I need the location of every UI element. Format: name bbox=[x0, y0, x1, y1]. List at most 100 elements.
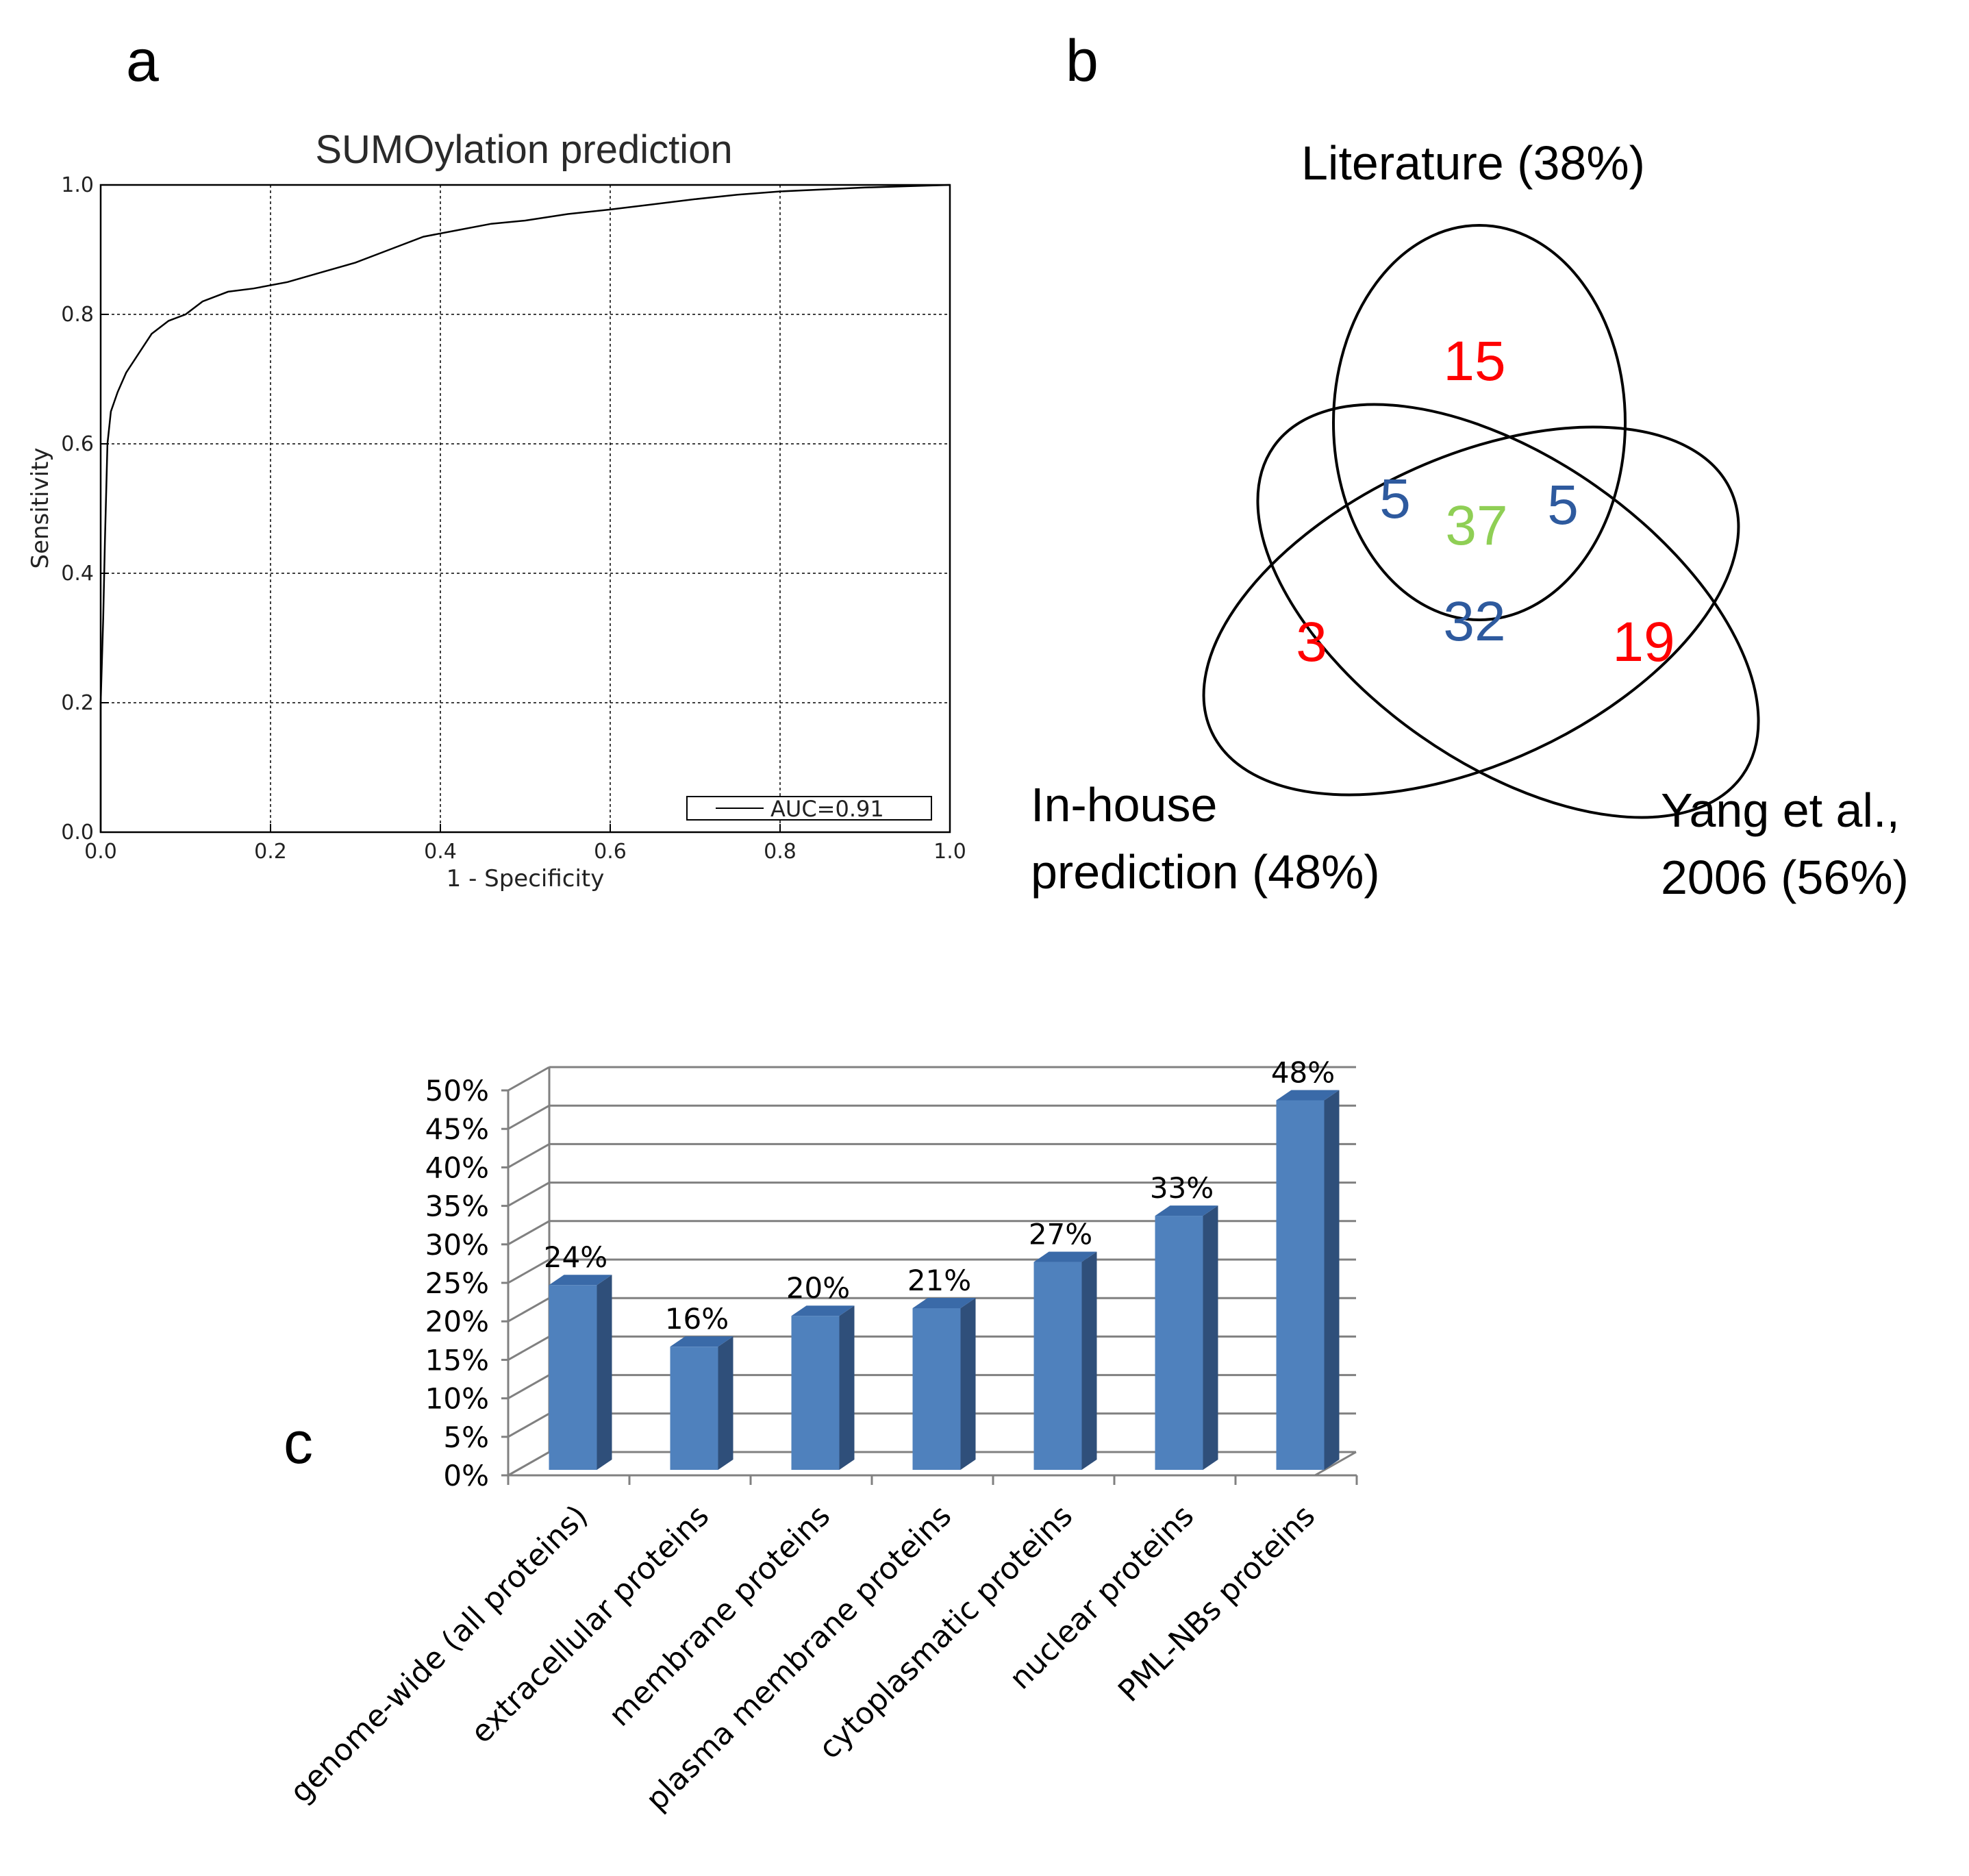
bar-category-label: PML-NBs proteins bbox=[1112, 1499, 1322, 1709]
bar-category-label: extracellular proteins bbox=[464, 1499, 716, 1751]
panel-letter-b: b bbox=[1066, 28, 1099, 94]
venn-count-literature-inhouse: 5 bbox=[1379, 468, 1411, 530]
venn-label-inhouse-line1: In-house bbox=[1031, 778, 1217, 831]
bar-top bbox=[912, 1297, 976, 1308]
roc-ylabel: Sensitivity bbox=[27, 447, 54, 568]
bar-side bbox=[597, 1275, 612, 1470]
bar-front bbox=[670, 1347, 718, 1470]
bar-gridline-diagonal bbox=[507, 1258, 550, 1284]
bar-front bbox=[549, 1285, 597, 1470]
bar-gridline-diagonal bbox=[507, 1220, 550, 1246]
venn-diagram: Literature (38%) In-house prediction (48… bbox=[1031, 136, 1909, 904]
panel-letter-c: c bbox=[284, 1410, 313, 1476]
bar-category-label: membrane proteins bbox=[602, 1499, 837, 1734]
bar-front bbox=[1276, 1100, 1325, 1470]
bar-y-tick-label: 35% bbox=[425, 1190, 489, 1223]
bar-y-tick-label: 50% bbox=[425, 1074, 489, 1108]
roc-grid bbox=[101, 185, 950, 832]
bar-y-tick-label: 25% bbox=[425, 1266, 489, 1300]
bar-chart-bars: 24% 16% 20% 21% 27% 33% 48% bbox=[544, 1055, 1340, 1470]
bar-top bbox=[670, 1336, 733, 1347]
roc-y-tick-label: 0.8 bbox=[61, 303, 94, 327]
venn-circle-literature bbox=[1332, 224, 1627, 621]
bar-y-tick-label: 10% bbox=[425, 1382, 489, 1416]
bar-side bbox=[1081, 1251, 1097, 1470]
bar-value-label: 33% bbox=[1150, 1171, 1214, 1205]
bar bbox=[1155, 1205, 1218, 1470]
bar-top bbox=[791, 1305, 855, 1316]
venn-circle-inhouse bbox=[1202, 425, 1740, 797]
bar-chart-categories: genome-wide (all proteins)extracellular … bbox=[284, 1499, 1322, 1818]
bar-gridline-diagonal bbox=[507, 1412, 550, 1438]
roc-x-tick-label: 0.0 bbox=[84, 840, 117, 864]
bar-side bbox=[839, 1305, 855, 1470]
bar bbox=[670, 1336, 733, 1470]
bar-front bbox=[1033, 1262, 1082, 1470]
venn-label-yang-line1: Yang et al., bbox=[1661, 784, 1900, 837]
bar-value-label: 48% bbox=[1271, 1055, 1335, 1089]
bar-value-label: 21% bbox=[907, 1264, 971, 1297]
bar-gridline-diagonal bbox=[507, 1336, 550, 1361]
bar-top bbox=[1155, 1205, 1218, 1216]
bar-chart: 0% 5% 10% 15% 20% 25% 30% 35% 40% 45% 50% 24% 16% 20… bbox=[284, 1055, 1358, 1818]
bar-top bbox=[1033, 1251, 1097, 1262]
venn-count-inhouse-only: 3 bbox=[1296, 611, 1327, 673]
bar-gridline-diagonal bbox=[507, 1104, 550, 1130]
bar-category-label: cytoplasmatic proteins bbox=[812, 1499, 1080, 1766]
bar bbox=[1033, 1251, 1097, 1470]
venn-count-inhouse-yang: 32 bbox=[1443, 590, 1505, 653]
bar-gridline-diagonal bbox=[507, 1181, 550, 1207]
venn-label-yang-line2: 2006 (56%) bbox=[1661, 851, 1909, 904]
venn-circle-yang bbox=[1256, 403, 1760, 819]
bar-gridline-diagonal bbox=[507, 1143, 550, 1168]
bar-side bbox=[718, 1336, 733, 1470]
roc-ticks: 0.0 0.2 0.4 0.6 0.8 1.0 0.0 0.2 0.4 0.6 0.8 1.0 bbox=[61, 173, 966, 864]
bar-side bbox=[1203, 1205, 1218, 1470]
roc-title: SUMOylation prediction bbox=[315, 127, 732, 172]
bar-front bbox=[791, 1316, 840, 1470]
bar-floor-right-edge bbox=[1314, 1451, 1357, 1477]
bar-value-label: 27% bbox=[1029, 1218, 1092, 1251]
bar-top bbox=[1276, 1090, 1340, 1101]
roc-y-tick-label: 0.4 bbox=[61, 562, 94, 586]
bar bbox=[549, 1275, 612, 1470]
bar-side bbox=[960, 1297, 976, 1470]
roc-x-tick-label: 0.4 bbox=[424, 840, 457, 864]
bar-chart-x-axis bbox=[507, 1474, 1358, 1485]
venn-count-literature-only: 15 bbox=[1443, 330, 1505, 392]
roc-x-tick-label: 0.6 bbox=[594, 840, 627, 864]
bar-gridline-diagonal bbox=[507, 1066, 550, 1092]
roc-x-tick-label: 0.2 bbox=[254, 840, 287, 864]
roc-y-tick-label: 0.6 bbox=[61, 432, 94, 456]
roc-x-tick-label: 0.8 bbox=[764, 840, 797, 864]
bar-top bbox=[549, 1275, 612, 1286]
roc-y-tick-label: 1.0 bbox=[61, 173, 94, 197]
bar bbox=[912, 1297, 976, 1470]
roc-x-tick-label: 1.0 bbox=[933, 840, 966, 864]
panel-letter-a: a bbox=[126, 28, 159, 94]
bar-chart-y-ticks: 0% 5% 10% 15% 20% 25% 30% 35% 40% 45% 50% bbox=[425, 1074, 508, 1492]
bar-y-tick-label: 0% bbox=[443, 1459, 489, 1492]
bar bbox=[1276, 1090, 1340, 1470]
bar-value-label: 24% bbox=[544, 1240, 607, 1274]
roc-y-tick-label: 0.2 bbox=[61, 691, 94, 715]
venn-count-all-three: 37 bbox=[1445, 495, 1507, 557]
bar-y-tick-label: 30% bbox=[425, 1228, 489, 1262]
bar-y-tick-label: 45% bbox=[425, 1112, 489, 1146]
bar bbox=[791, 1305, 855, 1470]
bar-y-tick-label: 40% bbox=[425, 1151, 489, 1184]
venn-label-literature: Literature (38%) bbox=[1301, 136, 1645, 190]
venn-count-literature-yang: 5 bbox=[1547, 474, 1579, 536]
bar-value-label: 16% bbox=[665, 1302, 729, 1336]
roc-y-tick-label: 0.0 bbox=[61, 821, 94, 845]
bar-y-tick-label: 5% bbox=[443, 1421, 489, 1454]
bar-gridline-diagonal bbox=[507, 1297, 550, 1323]
roc-legend: AUC=0.91 bbox=[686, 796, 932, 822]
bar-front bbox=[912, 1308, 961, 1470]
roc-plot-frame bbox=[99, 184, 951, 834]
roc-chart: SUMOylation prediction 0.0 0.2 0.4 0.6 0.8 1.… bbox=[27, 127, 966, 892]
bar-y-tick-label: 15% bbox=[425, 1343, 489, 1377]
bar-gridline-diagonal bbox=[507, 1451, 550, 1477]
bar-gridline-diagonal bbox=[507, 1374, 550, 1399]
